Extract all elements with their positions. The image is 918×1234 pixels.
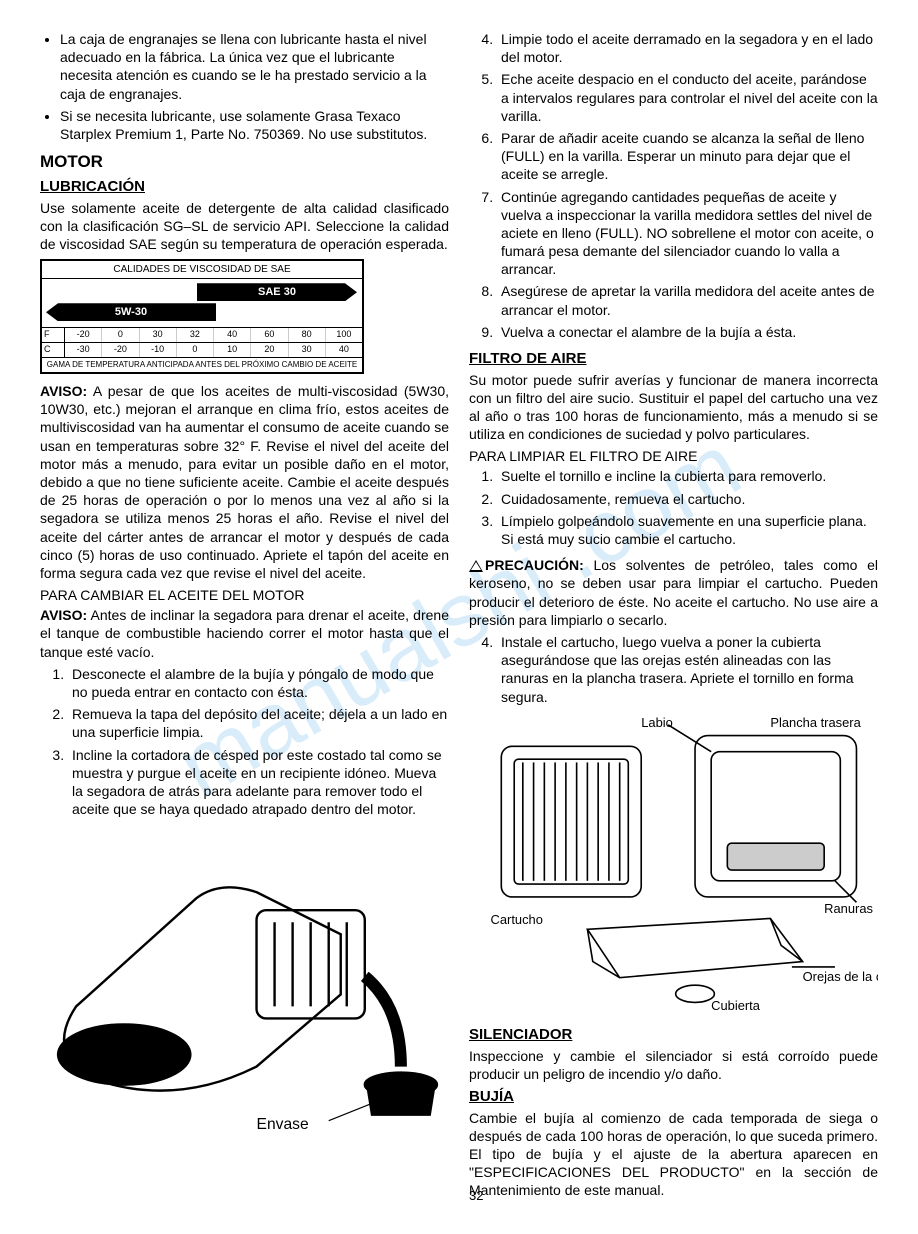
svg-text:Ranuras: Ranuras bbox=[824, 901, 873, 916]
step-item: Asegúrese de apretar la varilla medidora… bbox=[497, 282, 878, 318]
silenciador-heading: SILENCIADOR bbox=[469, 1025, 878, 1045]
bullet-item: Si se necesita lubricante, use solamente… bbox=[60, 107, 449, 143]
scale-cell: 32 bbox=[177, 328, 214, 342]
step-item: Incline la cortadora de césped por este … bbox=[68, 746, 449, 819]
aviso-label: AVISO: bbox=[40, 383, 87, 399]
scale-cell: 100 bbox=[326, 328, 362, 342]
scale-cell: 20 bbox=[251, 343, 288, 357]
motor-heading: MOTOR bbox=[40, 151, 449, 173]
oil-change-steps: Desconecte el alambre de la bujía y póng… bbox=[40, 665, 449, 819]
svg-text:Cartucho: Cartucho bbox=[491, 912, 543, 927]
aviso-text: A pesar de que los aceites de multi-visc… bbox=[40, 383, 449, 581]
chart-scale-f: F -20 0 30 32 40 60 80 100 bbox=[42, 327, 362, 342]
svg-text:Orejas de la cubierta: Orejas de la cubierta bbox=[803, 969, 878, 984]
chart-scale-c: C -30 -20 -10 0 10 20 30 40 bbox=[42, 342, 362, 357]
aviso-text: Antes de inclinar la segadora para drena… bbox=[40, 607, 449, 659]
aviso-2: AVISO: Antes de inclinar la segadora par… bbox=[40, 606, 449, 661]
aviso-1: AVISO: A pesar de que los aceites de mul… bbox=[40, 382, 449, 582]
precaucion-label: PRECAUCIÓN: bbox=[485, 557, 584, 573]
left-column: La caja de engranajes se llena con lubri… bbox=[40, 30, 449, 1204]
chart-bars: SAE 30 5W-30 bbox=[42, 279, 362, 327]
step-item: Limpie todo el aceite derramado en la se… bbox=[497, 30, 878, 66]
step-item: Parar de añadir aceite cuando se alcanza… bbox=[497, 129, 878, 184]
scale-label-f: F bbox=[42, 328, 65, 342]
scale-cell: 30 bbox=[289, 343, 326, 357]
air-filter-svg: Labio Plancha trasera Cartucho Ranuras O… bbox=[469, 714, 878, 1015]
step-item: Continúe agregando cantidades pequeñas d… bbox=[497, 188, 878, 279]
precaucion-block: PRECAUCIÓN: Los solventes de petróleo, t… bbox=[469, 556, 878, 629]
scale-cell: -30 bbox=[65, 343, 102, 357]
scale-cell: 60 bbox=[251, 328, 288, 342]
bujia-heading: BUJÍA bbox=[469, 1087, 878, 1107]
bullet-item: La caja de engranajes se llena con lubri… bbox=[60, 30, 449, 103]
filter-clean-steps-cont: Instale el cartucho, luego vuelva a pone… bbox=[469, 633, 878, 706]
limpiar-filtro-heading: PARA LIMPIAR EL FILTRO DE AIRE bbox=[469, 447, 878, 465]
page-number: 32 bbox=[469, 1188, 483, 1203]
chart-footer: GAMA DE TEMPERATURA ANTICIPADA ANTES DEL… bbox=[42, 357, 362, 372]
envase-label: Envase bbox=[257, 1116, 309, 1133]
filtro-aire-heading: FILTRO DE AIRE bbox=[469, 349, 878, 369]
bar-5w30: 5W-30 bbox=[46, 303, 216, 321]
scale-label-c: C bbox=[42, 343, 65, 357]
cambiar-aceite-heading: PARA CAMBIAR EL ACEITE DEL MOTOR bbox=[40, 586, 449, 604]
scale-cell: 30 bbox=[140, 328, 177, 342]
oil-change-steps-cont: Limpie todo el aceite derramado en la se… bbox=[469, 30, 878, 341]
warning-icon bbox=[469, 560, 483, 572]
step-item: Eche aceite despacio en el conducto del … bbox=[497, 70, 878, 125]
scale-cell: 10 bbox=[214, 343, 251, 357]
lubricacion-text: Use solamente aceite de detergente de al… bbox=[40, 199, 449, 254]
step-item: Suelte el tornillo e incline la cubierta… bbox=[497, 467, 878, 485]
step-item: Límpielo golpeándolo suavemente en una s… bbox=[497, 512, 878, 548]
lubricacion-heading: LUBRICACIÓN bbox=[40, 177, 449, 197]
svg-text:Labio: Labio bbox=[641, 715, 673, 730]
bar-sae30: SAE 30 bbox=[197, 283, 357, 301]
filter-clean-steps: Suelte el tornillo e incline la cubierta… bbox=[469, 467, 878, 548]
scale-cell: -20 bbox=[102, 343, 139, 357]
chart-title: CALIDADES DE VISCOSIDAD DE SAE bbox=[42, 261, 362, 279]
step-item: Vuelva a conectar el alambre de la bujía… bbox=[497, 323, 878, 341]
silenciador-text: Inspeccione y cambie el silenciador si e… bbox=[469, 1047, 878, 1083]
svg-text:Plancha trasera: Plancha trasera bbox=[770, 715, 861, 730]
step-item: Instale el cartucho, luego vuelva a pone… bbox=[497, 633, 878, 706]
air-filter-figure: Labio Plancha trasera Cartucho Ranuras O… bbox=[469, 714, 878, 1020]
gearbox-bullets: La caja de engranajes se llena con lubri… bbox=[40, 30, 449, 143]
step-item: Cuidadosamente, remueva el cartucho. bbox=[497, 490, 878, 508]
oil-drain-figure: Envase bbox=[40, 826, 449, 1143]
filtro-aire-text: Su motor puede sufrir averías y funciona… bbox=[469, 371, 878, 444]
scale-cell: 0 bbox=[102, 328, 139, 342]
scale-cell: 0 bbox=[177, 343, 214, 357]
oil-drain-svg: Envase bbox=[40, 826, 449, 1139]
right-column: Limpie todo el aceite derramado en la se… bbox=[469, 30, 878, 1204]
step-item: Remueva la tapa del depósito del aceite;… bbox=[68, 705, 449, 741]
scale-cell: 80 bbox=[289, 328, 326, 342]
scale-cell: -10 bbox=[140, 343, 177, 357]
scale-cell: 40 bbox=[214, 328, 251, 342]
scale-cell: 40 bbox=[326, 343, 362, 357]
sae-viscosity-chart: CALIDADES DE VISCOSIDAD DE SAE SAE 30 5W… bbox=[40, 259, 364, 374]
step-item: Desconecte el alambre de la bujía y póng… bbox=[68, 665, 449, 701]
aviso-label: AVISO: bbox=[40, 607, 87, 623]
svg-text:Cubierta: Cubierta bbox=[711, 998, 761, 1013]
scale-cell: -20 bbox=[65, 328, 102, 342]
